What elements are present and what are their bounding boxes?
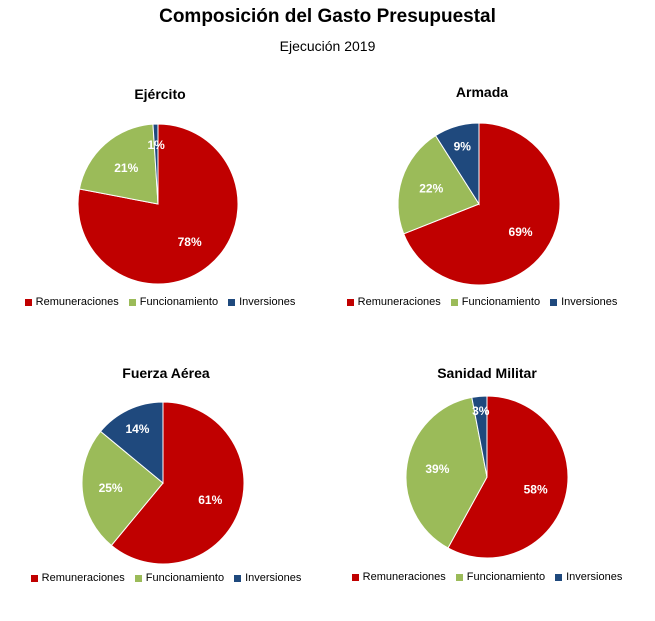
legend: Remuneraciones Funcionamiento Inversione… xyxy=(0,296,320,308)
slice-funcionamiento xyxy=(78,123,159,205)
slice-label: 9% xyxy=(454,139,472,153)
pie-chart: 69% 22% 9% xyxy=(397,122,561,286)
slice-label: 3% xyxy=(472,404,490,418)
legend-label: Remuneraciones xyxy=(41,572,125,584)
legend-item-inversiones: Inversiones xyxy=(228,296,295,308)
slice-label: 78% xyxy=(178,235,202,249)
legend-swatch xyxy=(228,298,236,306)
legend-item-remuneraciones: Remuneraciones xyxy=(351,571,446,583)
slice-inversiones xyxy=(471,395,488,478)
chart-panel-armada: Armada 69% 22% 9% Remuneraciones Funcionam… xyxy=(322,84,642,316)
legend-item-inversiones: Inversiones xyxy=(550,296,617,308)
legend-label: Funcionamiento xyxy=(461,296,541,308)
slice-label: 69% xyxy=(509,225,533,239)
legend-label: Remuneraciones xyxy=(357,296,441,308)
legend-label: Funcionamiento xyxy=(139,296,219,308)
chart-title: Ejército xyxy=(134,86,186,102)
slice-label: 61% xyxy=(198,493,222,507)
slice-funcionamiento xyxy=(81,430,164,547)
chart-panel-fuerza-aerea: Fuerza Aérea 61% 25% 14% Remuneraciones Fu… xyxy=(6,365,326,595)
legend-label: Inversiones xyxy=(245,572,302,584)
legend-label: Inversiones xyxy=(566,571,623,583)
slice-funcionamiento xyxy=(405,396,488,549)
slice-label: 22% xyxy=(419,181,443,195)
slice-funcionamiento xyxy=(397,134,480,235)
legend-label: Funcionamiento xyxy=(466,571,546,583)
slice-inversiones xyxy=(152,123,159,205)
legend-swatch xyxy=(134,574,142,582)
legend-swatch xyxy=(128,298,136,306)
slice-remuneraciones xyxy=(403,122,561,286)
legend-swatch xyxy=(30,574,38,582)
legend-item-remuneraciones: Remuneraciones xyxy=(346,296,441,308)
legend: Remuneraciones Funcionamiento Inversione… xyxy=(6,572,326,584)
chart-title: Sanidad Militar xyxy=(437,365,537,381)
legend-item-funcionamiento: Funcionamiento xyxy=(128,296,219,308)
pie-chart: 61% 25% 14% xyxy=(81,401,245,565)
slice-remuneraciones xyxy=(110,401,245,565)
slice-label: 58% xyxy=(524,482,548,496)
legend-item-inversiones: Inversiones xyxy=(234,572,301,584)
chart-title: Fuerza Aérea xyxy=(122,365,210,381)
legend-swatch xyxy=(346,298,354,306)
legend-swatch xyxy=(450,298,458,306)
slice-inversiones xyxy=(434,122,480,206)
legend-item-funcionamiento: Funcionamiento xyxy=(134,572,225,584)
legend-label: Remuneraciones xyxy=(35,296,119,308)
legend: Remuneraciones Funcionamiento Inversione… xyxy=(326,571,648,583)
chart-panel-ejercito: Ejército 78% 21% 1% Remuneraciones Funcion… xyxy=(0,86,320,316)
legend-swatch xyxy=(234,574,242,582)
page-subtitle: Ejecución 2019 xyxy=(279,38,376,54)
slice-label: 39% xyxy=(425,462,449,476)
slice-inversiones xyxy=(99,401,164,485)
legend-swatch xyxy=(550,298,558,306)
legend: Remuneraciones Funcionamiento Inversione… xyxy=(322,296,642,308)
slice-label: 14% xyxy=(125,422,149,436)
legend-label: Remuneraciones xyxy=(362,571,446,583)
legend-item-inversiones: Inversiones xyxy=(555,571,622,583)
legend-item-funcionamiento: Funcionamiento xyxy=(450,296,541,308)
pie-chart: 78% 21% 1% xyxy=(77,123,239,285)
legend-swatch xyxy=(24,298,32,306)
slice-label: 21% xyxy=(114,161,138,175)
legend-item-funcionamiento: Funcionamiento xyxy=(455,571,546,583)
chart-panel-sanidad-militar: Sanidad Militar 58% 39% 3% Remuneraciones … xyxy=(326,365,648,595)
slice-label: 25% xyxy=(99,481,123,495)
legend-swatch xyxy=(555,573,563,581)
slice-remuneraciones xyxy=(447,395,569,559)
slice-label: 1% xyxy=(147,138,165,152)
legend-label: Funcionamiento xyxy=(145,572,225,584)
legend-label: Inversiones xyxy=(239,296,296,308)
legend-swatch xyxy=(351,573,359,581)
legend-item-remuneraciones: Remuneraciones xyxy=(24,296,119,308)
chart-title: Armada xyxy=(455,84,509,100)
legend-label: Inversiones xyxy=(561,296,618,308)
legend-swatch xyxy=(455,573,463,581)
pie-chart: 58% 39% 3% xyxy=(405,395,569,559)
page-title: Composición del Gasto Presupuestal xyxy=(159,6,496,27)
legend-item-remuneraciones: Remuneraciones xyxy=(30,572,125,584)
